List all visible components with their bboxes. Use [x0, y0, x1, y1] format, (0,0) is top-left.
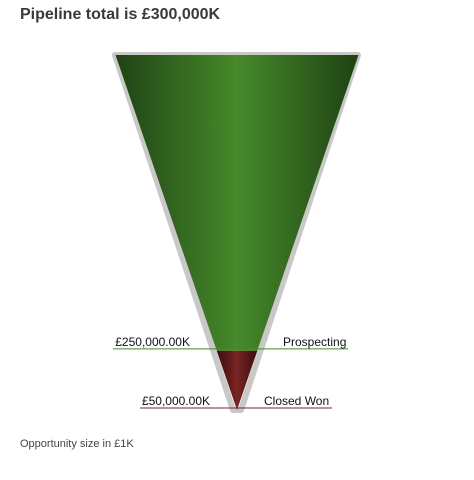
chart-title: Pipeline total is £300,000K	[20, 6, 221, 23]
stage-name-label: Prospecting	[283, 335, 346, 349]
stage-value-label: £250,000.00K	[115, 335, 190, 349]
funnel-segment-prospecting	[115, 55, 359, 351]
funnel-segment-closed-won	[216, 350, 258, 410]
stage-name-label: Closed Won	[264, 394, 329, 408]
stage-value-label: £50,000.00K	[142, 394, 210, 408]
chart-footnote: Opportunity size in £1K	[20, 438, 134, 450]
